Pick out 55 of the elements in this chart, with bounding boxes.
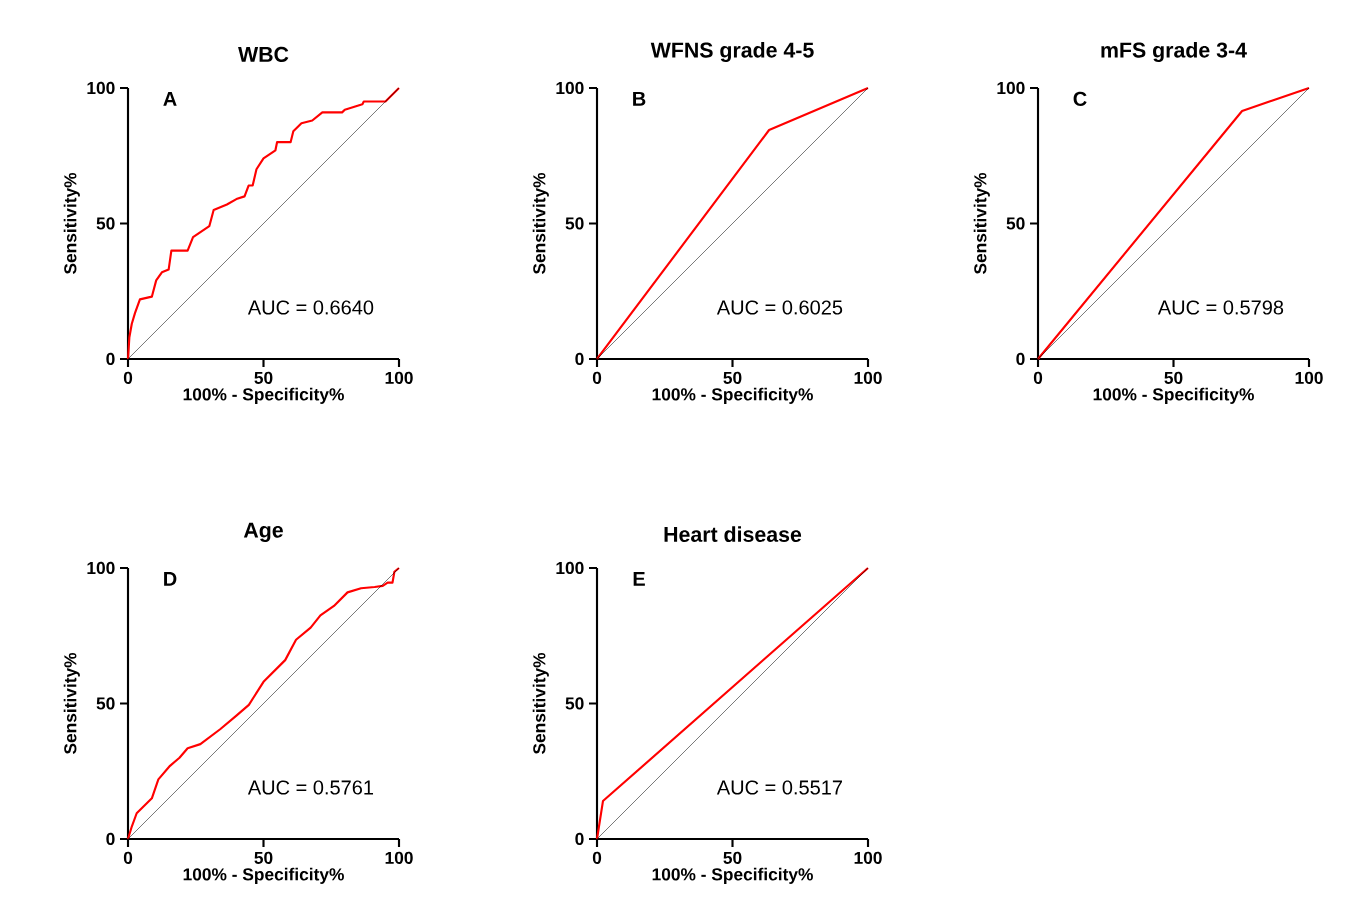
x-tick-label: 50 xyxy=(723,851,742,864)
x-tick-label: 0 xyxy=(123,851,133,864)
x-tick-label: 50 xyxy=(1164,371,1183,384)
x-axis-title: 100% - Specificity% xyxy=(652,867,813,884)
x-tick-label: 0 xyxy=(592,851,602,864)
x-tick-label: 100 xyxy=(385,371,413,384)
annotation: E xyxy=(633,571,645,586)
x-axis-title: 100% - Specificity% xyxy=(652,387,813,404)
y-tick-label: 0 xyxy=(575,832,584,846)
y-tick-label: 0 xyxy=(1016,352,1025,366)
x-axis-title: 100% - Specificity% xyxy=(183,387,344,404)
annotation: AUC = 0.5761 xyxy=(247,780,374,795)
y-tick-label: 50 xyxy=(96,217,115,230)
annotation: AUC = 0.5798 xyxy=(1157,300,1284,315)
y-tick-label: 100 xyxy=(87,81,115,95)
chart-title: Heart disease xyxy=(664,526,802,542)
x-axis-title: 100% - Specificity% xyxy=(1093,387,1254,404)
x-tick-label: 100 xyxy=(854,371,882,384)
y-axis-title: Sensitivity% xyxy=(532,172,549,275)
y-axis-title: Sensitivity% xyxy=(973,172,990,275)
y-axis-title: Sensitivity% xyxy=(532,652,549,755)
chart-title: Age xyxy=(243,522,283,542)
annotation: B xyxy=(633,91,646,106)
x-axis-title: 100% - Specificity% xyxy=(183,867,344,884)
x-tick-label: 50 xyxy=(254,371,273,384)
x-tick-label: 0 xyxy=(123,371,133,384)
y-tick-label: 50 xyxy=(565,217,584,230)
y-tick-label: 100 xyxy=(556,81,584,95)
x-tick-label: 100 xyxy=(1295,371,1323,384)
y-tick-label: 0 xyxy=(106,832,115,846)
y-axis-title: Sensitivity% xyxy=(63,172,80,275)
y-tick-label: 50 xyxy=(96,697,115,710)
y-tick-label: 50 xyxy=(565,697,584,710)
y-tick-label: 100 xyxy=(997,81,1025,95)
chart-title: mFS grade 3-4 xyxy=(1101,41,1247,62)
y-tick-label: 0 xyxy=(106,352,115,366)
annotation: D xyxy=(164,571,177,586)
y-tick-label: 0 xyxy=(575,352,584,366)
x-tick-label: 0 xyxy=(1033,371,1043,384)
annotation: C xyxy=(1073,91,1087,106)
x-tick-label: 50 xyxy=(254,851,273,864)
x-tick-label: 0 xyxy=(592,371,602,384)
annotation: AUC = 0.5517 xyxy=(716,780,842,795)
y-tick-label: 100 xyxy=(556,561,584,575)
chart-title: WBC xyxy=(238,46,289,62)
x-tick-label: 50 xyxy=(723,371,742,384)
annotation: AUC = 0.6640 xyxy=(247,300,374,315)
annotation: AUC = 0.6025 xyxy=(716,300,843,315)
x-tick-label: 100 xyxy=(854,851,882,864)
x-tick-label: 100 xyxy=(385,851,413,864)
y-tick-label: 100 xyxy=(87,561,115,575)
y-axis-title: Sensitivity% xyxy=(63,652,80,755)
y-tick-label: 50 xyxy=(1006,217,1025,230)
annotation: A xyxy=(163,91,177,106)
chart-title: WFNS grade 4-5 xyxy=(650,41,814,62)
